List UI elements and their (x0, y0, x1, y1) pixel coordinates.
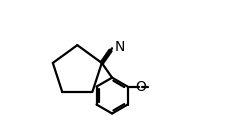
Text: N: N (114, 40, 125, 54)
Text: O: O (135, 80, 146, 94)
